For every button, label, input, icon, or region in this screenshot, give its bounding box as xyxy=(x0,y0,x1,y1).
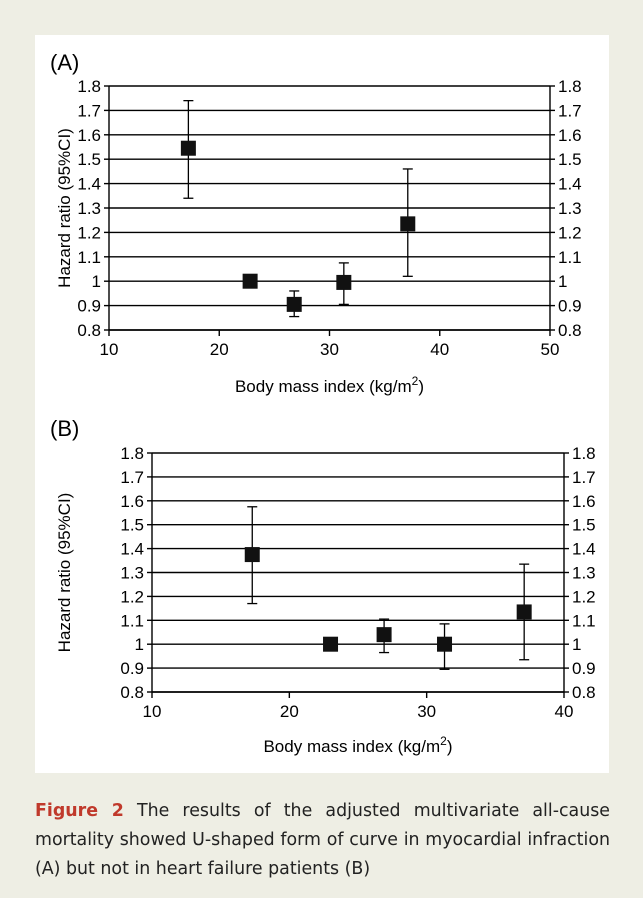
panel-a-y2-tick-label: 1.3 xyxy=(558,199,582,218)
panel-a-x-tick-label: 20 xyxy=(210,340,229,359)
panel-b-point-3 xyxy=(376,627,392,643)
panel-b-y2-tick-label: 1 xyxy=(572,635,581,654)
panel-b-x-axis-title: Body mass index (kg/m2) xyxy=(263,734,452,756)
panel-b-y-tick-label: 1.1 xyxy=(120,611,144,630)
panel-b-y2-tick-label: 1.8 xyxy=(572,444,596,463)
panel-b-y-tick-label: 1.5 xyxy=(120,516,144,535)
panel-b-point-1 xyxy=(244,547,260,563)
panel-a-x-tick-label: 40 xyxy=(430,340,449,359)
panel-b-y-tick-label: 1.3 xyxy=(120,564,144,583)
panel-b-y2-tick-label: 1.6 xyxy=(572,492,596,511)
panel-a-y-tick-label: 1.6 xyxy=(77,126,101,145)
panel-b-y-tick-label: 0.9 xyxy=(120,659,144,678)
panel-a-y-tick-label: 1.1 xyxy=(77,248,101,267)
panel-a-y-tick-label: 1.4 xyxy=(77,175,101,194)
figure-label: Figure 2 xyxy=(35,801,124,821)
panel-a-label: (A) xyxy=(50,50,79,75)
panel-b-y2-tick-label: 1.1 xyxy=(572,611,596,630)
panel-a-y-tick-label: 1.7 xyxy=(77,101,101,120)
panel-a-y-tick-label: 0.8 xyxy=(77,321,101,340)
panel-a-y-tick-label: 0.9 xyxy=(77,297,101,316)
caption-text: The results of the adjusted multivariate… xyxy=(35,801,610,879)
panel-a-y-axis-title: Hazard ratio (95%CI) xyxy=(55,128,74,288)
figure-svg: (A) 0.8 0.8 0.9 0.9 1 1 1.1 1.1 1.2 1.2 1.3 1.3 1.4 1.… xyxy=(50,50,596,756)
panel-b-y-tick-label: 1.7 xyxy=(120,468,144,487)
panel-a-point-3 xyxy=(286,296,302,312)
panel-b-y2-tick-label: 1.4 xyxy=(572,540,596,559)
panel-a-y2-tick-label: 1.2 xyxy=(558,223,582,242)
panel-b-y2-tick-label: 1.3 xyxy=(572,564,596,583)
panel-a-y2-tick-label: 1.5 xyxy=(558,150,582,169)
panel-a-y-tick-label: 1 xyxy=(92,272,101,291)
panel-a-y2-tick-label: 0.9 xyxy=(558,297,582,316)
panel-b-y-tick-label: 1.4 xyxy=(120,540,144,559)
panel-b-y2-tick-label: 1.7 xyxy=(572,468,596,487)
panel-b-y-axis-title: Hazard ratio (95%CI) xyxy=(55,493,74,653)
panel-a-point-2 xyxy=(242,273,258,289)
panel-b-y-tick-label: 1.6 xyxy=(120,492,144,511)
panel-a-y2-tick-label: 1 xyxy=(558,272,567,291)
panel-b-y2-tick-label: 1.2 xyxy=(572,587,596,606)
panel-a-y2-tick-label: 1.1 xyxy=(558,248,582,267)
panel-b-y2-tick-label: 0.9 xyxy=(572,659,596,678)
panel-a-chart: (A) 0.8 0.8 0.9 0.9 1 1 1.1 1.1 1.2 1.2 1.3 1.3 1.4 1.… xyxy=(50,50,582,396)
figure-box: (A) 0.8 0.8 0.9 0.9 1 1 1.1 1.1 1.2 1.2 1.3 1.3 1.4 1.… xyxy=(35,35,609,773)
panel-b-label: (B) xyxy=(50,416,79,441)
panel-a-y2-tick-label: 0.8 xyxy=(558,321,582,340)
panel-a-y2-tick-label: 1.4 xyxy=(558,175,582,194)
panel-a-y-tick-label: 1.3 xyxy=(77,199,101,218)
panel-a-x-tick-label: 10 xyxy=(100,340,119,359)
panel-a-y2-tick-label: 1.7 xyxy=(558,101,582,120)
panel-b-x-tick-label: 30 xyxy=(417,702,436,721)
figure-caption: Figure 2 The results of the adjusted mul… xyxy=(35,797,610,884)
panel-b-y-tick-label: 1.8 xyxy=(120,444,144,463)
panel-a-point-4 xyxy=(336,274,352,290)
panel-a-point-5 xyxy=(400,216,416,232)
panel-b-chart: (B) 0.8 0.8 0.9 0.9 1 1 1.1 1.1 1.2 1.2 1.3 1.3 1.4 1.… xyxy=(50,416,596,756)
panel-b-point-5 xyxy=(516,604,532,620)
panel-a-x-tick-label: 30 xyxy=(320,340,339,359)
panel-a-x-tick-label: 50 xyxy=(541,340,560,359)
panel-b-y2-tick-label: 0.8 xyxy=(572,683,596,702)
panel-b-y-tick-label: 1.2 xyxy=(120,587,144,606)
panel-b-x-tick-label: 40 xyxy=(555,702,574,721)
panel-b-y2-tick-label: 1.5 xyxy=(572,516,596,535)
panel-b-point-4 xyxy=(437,636,453,652)
panel-a-y2-tick-label: 1.8 xyxy=(558,77,582,96)
panel-b-point-2 xyxy=(323,636,339,652)
panel-b-y-tick-label: 0.8 xyxy=(120,683,144,702)
panel-a-y-tick-label: 1.2 xyxy=(77,223,101,242)
panel-a-point-1 xyxy=(180,140,196,156)
panel-a-y2-tick-label: 1.6 xyxy=(558,126,582,145)
panel-b-y-tick-label: 1 xyxy=(135,635,144,654)
panel-a-y-tick-label: 1.8 xyxy=(77,77,101,96)
panel-b-x-tick-label: 20 xyxy=(280,702,299,721)
panel-a-x-axis-title: Body mass index (kg/m2) xyxy=(235,374,424,396)
panel-a-y-tick-label: 1.5 xyxy=(77,150,101,169)
panel-b-x-tick-label: 10 xyxy=(143,702,162,721)
